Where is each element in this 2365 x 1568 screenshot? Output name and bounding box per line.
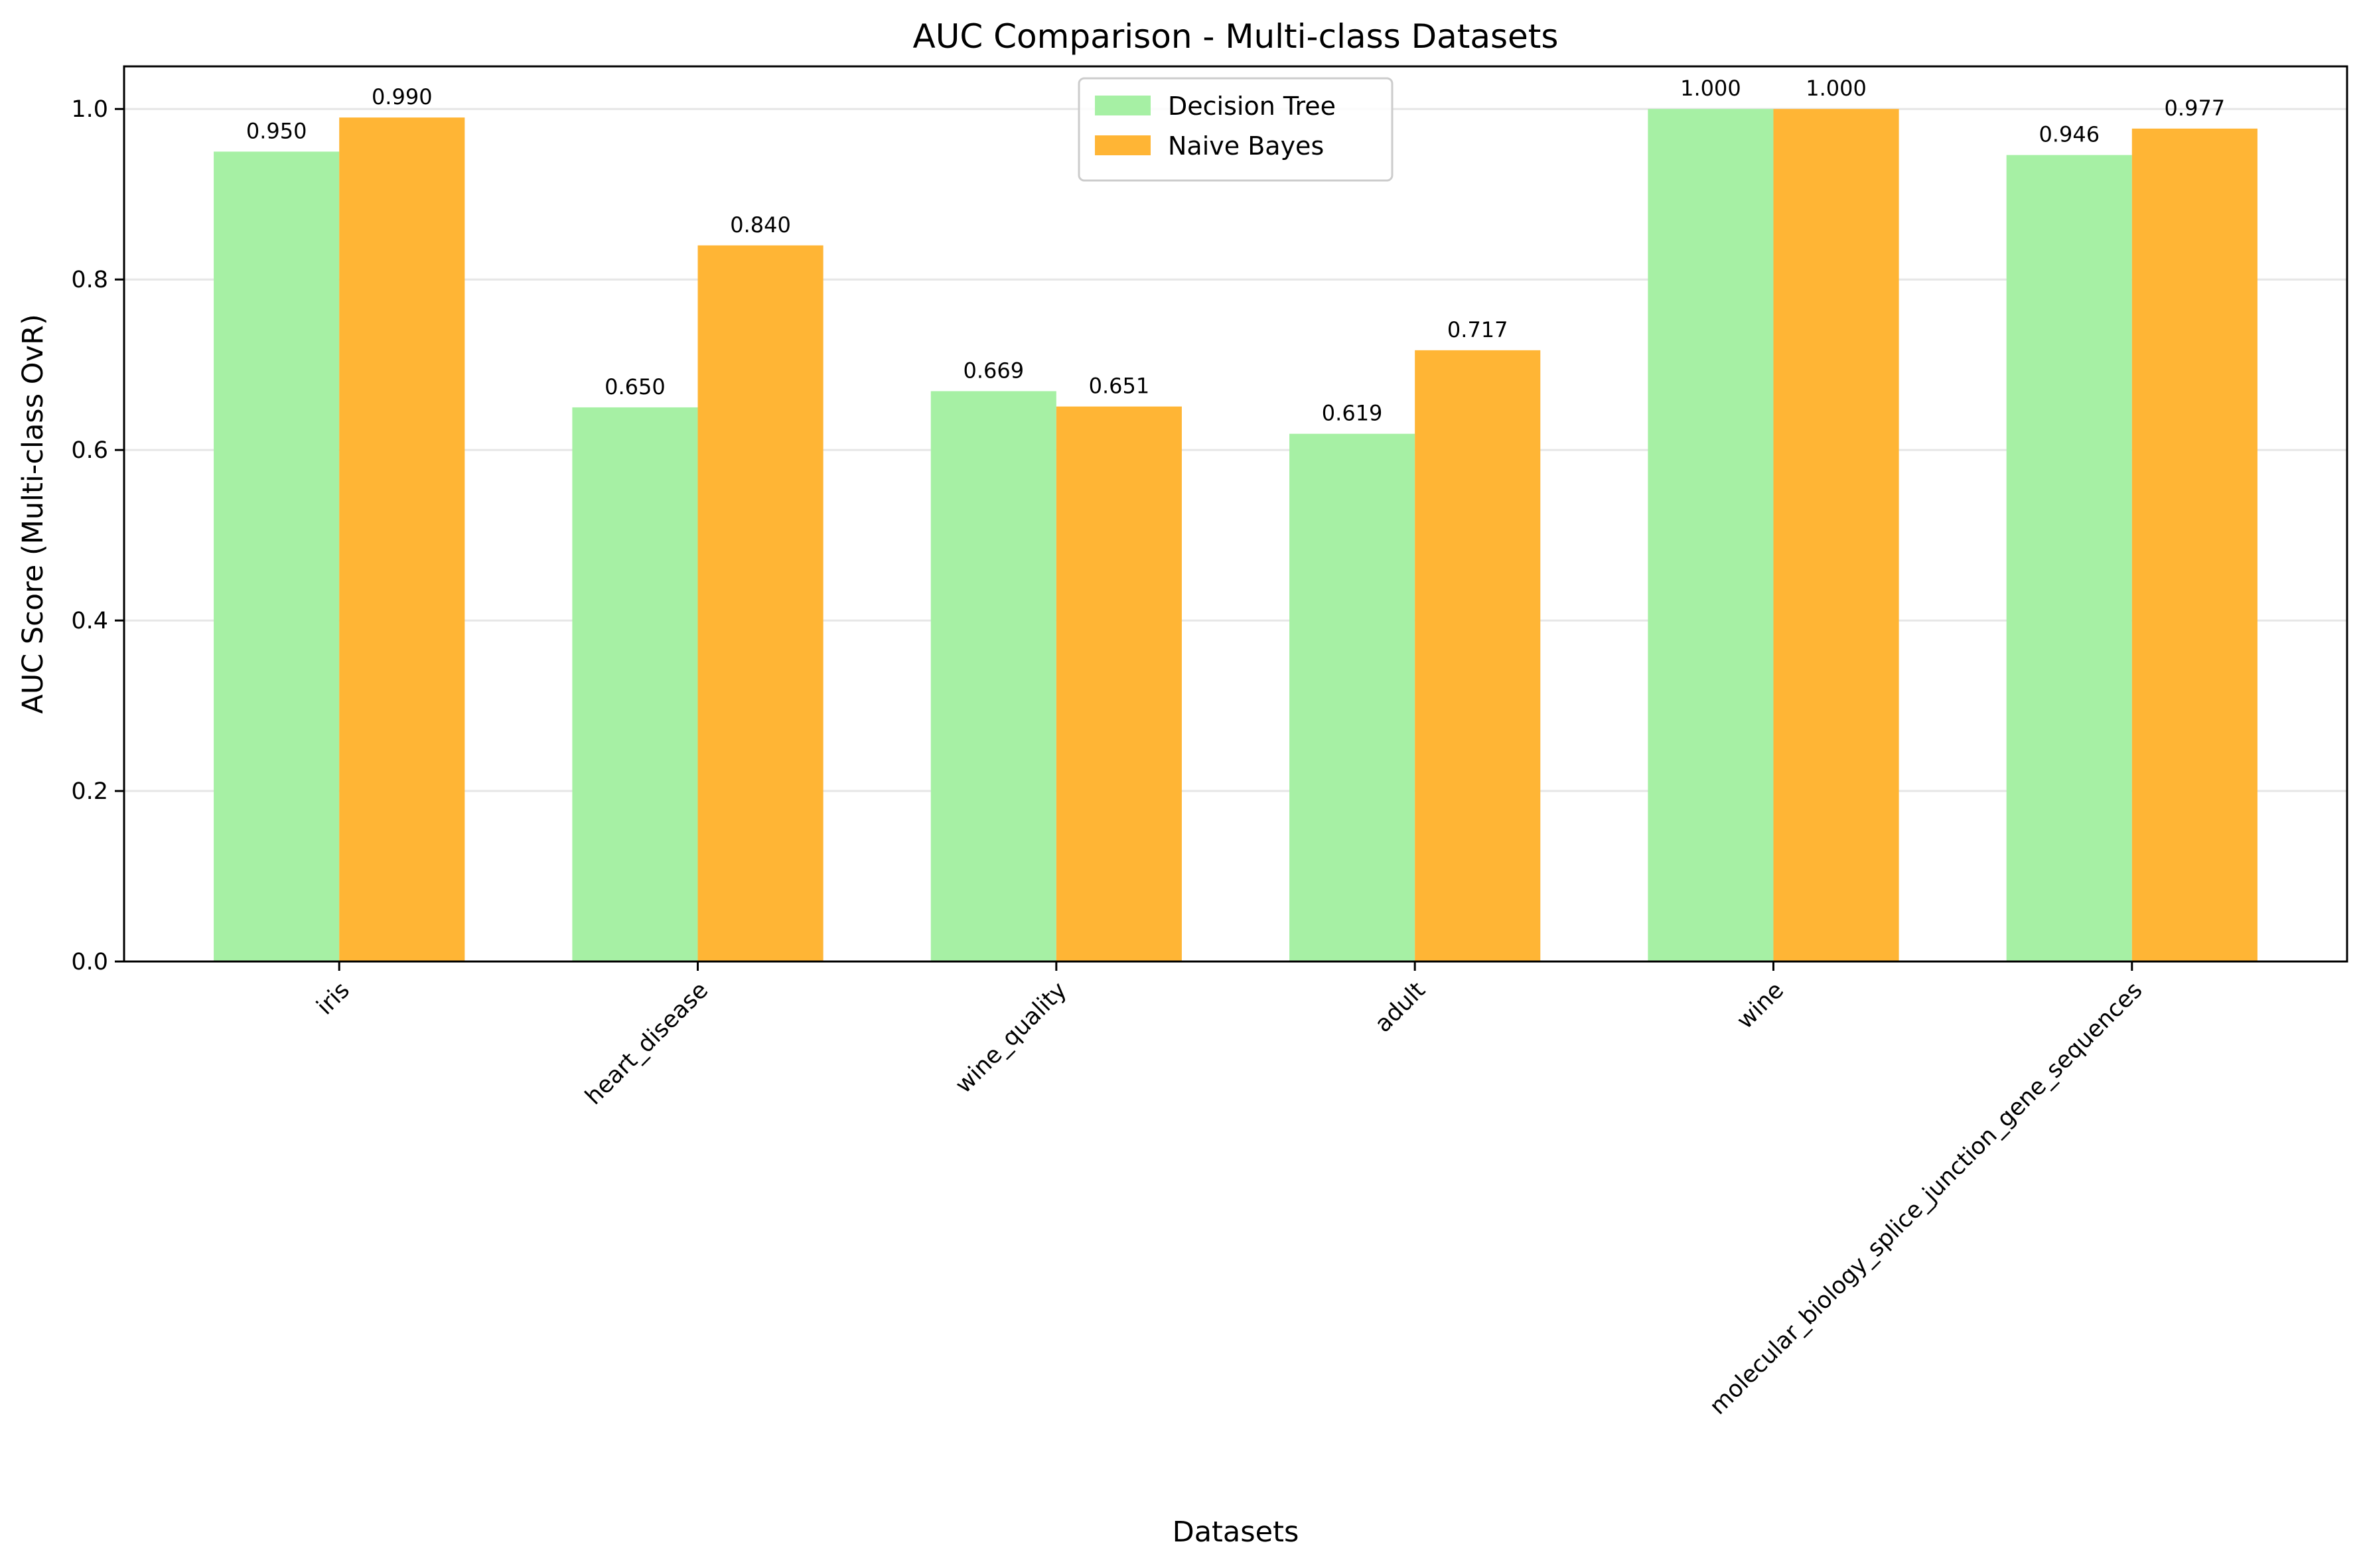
bar-decision-tree xyxy=(1648,109,1774,962)
y-axis-label: AUC Score (Multi-class OvR) xyxy=(17,314,50,713)
bar-value-label: 0.717 xyxy=(1447,317,1508,342)
bar-decision-tree xyxy=(930,391,1056,962)
bar-value-label: 0.946 xyxy=(2039,122,2100,147)
bar-value-label: 0.651 xyxy=(1089,374,1150,399)
bar-value-label: 0.619 xyxy=(1322,401,1383,426)
legend-swatch xyxy=(1095,96,1151,115)
bar-decision-tree xyxy=(214,151,340,962)
x-tick-label: iris xyxy=(312,977,355,1020)
bar-naive-bayes xyxy=(697,245,824,962)
legend-box xyxy=(1078,77,1394,182)
bar-decision-tree xyxy=(1289,433,1415,962)
bar-naive-bayes xyxy=(1415,350,1541,962)
bar-decision-tree xyxy=(572,407,698,962)
bar-value-label: 0.977 xyxy=(2165,96,2226,121)
bar-naive-bayes xyxy=(339,117,465,962)
bar-value-label: 0.650 xyxy=(605,374,666,399)
bar-value-label: 1.000 xyxy=(1806,76,1867,101)
x-axis-label: Datasets xyxy=(1173,1516,1299,1549)
y-tick-label: 0.2 xyxy=(71,778,108,805)
bar-value-label: 0.840 xyxy=(730,212,791,238)
bar-naive-bayes xyxy=(1773,109,1899,962)
value-labels: 0.950 0.650 0.669 0.619 1.000 0.946 0.990 0.840… xyxy=(246,76,2225,425)
legend-swatch xyxy=(1095,135,1151,155)
y-axis-ticks: 0.0 0.2 0.4 0.6 0.8 1.0 xyxy=(71,96,124,975)
x-tick-label: wine xyxy=(1732,977,1789,1034)
y-tick-label: 0.4 xyxy=(71,608,108,634)
y-tick-label: 0.0 xyxy=(71,949,108,975)
bar-decision-tree xyxy=(2006,155,2132,962)
bar-value-label: 0.990 xyxy=(372,84,433,109)
x-axis-ticks: iris heart_disease wine_quality adult winemo… xyxy=(312,962,2148,1420)
y-tick-label: 0.6 xyxy=(71,437,108,464)
x-tick-label: molecular_biology_splice_junction_gene_s… xyxy=(1705,977,2148,1420)
x-tick-label: heart_disease xyxy=(581,977,714,1110)
bar-value-label: 1.000 xyxy=(1680,76,1741,101)
chart-title: AUC Comparison - Multi-class Datasets xyxy=(913,17,1559,56)
legend-label: Decision Tree xyxy=(1168,92,1336,121)
x-tick-label: adult xyxy=(1370,977,1430,1037)
bar-value-label: 0.950 xyxy=(246,118,307,143)
bar-naive-bayes xyxy=(1056,406,1182,962)
y-tick-label: 1.0 xyxy=(71,96,108,123)
legend-label: Naive Bayes xyxy=(1168,131,1324,161)
legend: Decision Tree Naive Bayes xyxy=(1078,77,1394,182)
bars xyxy=(214,109,2258,962)
plot-area-frame xyxy=(123,65,2348,963)
x-tick-label: wine_quality xyxy=(950,977,1072,1098)
y-tick-label: 0.8 xyxy=(71,267,108,293)
bar-value-label: 0.669 xyxy=(963,358,1024,383)
bar-naive-bayes xyxy=(2131,128,2258,962)
